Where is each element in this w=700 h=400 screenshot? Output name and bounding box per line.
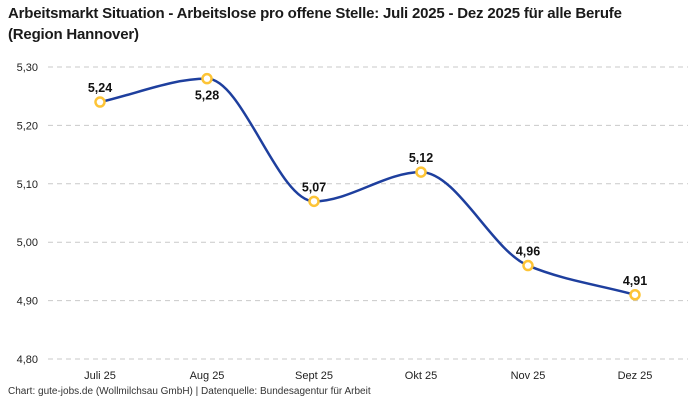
x-axis-tick-label: Okt 25 xyxy=(405,370,437,382)
data-point-label: 4,96 xyxy=(516,245,540,259)
y-axis-tick-label: 5,20 xyxy=(17,120,38,132)
y-axis-tick-label: 5,30 xyxy=(17,62,38,74)
x-axis-tick-label: Nov 25 xyxy=(511,370,546,382)
data-point-marker xyxy=(629,289,641,301)
chart-title: Arbeitsmarkt Situation - Arbeitslose pro… xyxy=(8,5,622,43)
x-axis-tick-label: Aug 25 xyxy=(190,370,225,382)
x-axis-tick-label: Juli 25 xyxy=(84,370,116,382)
y-axis-tick-label: 4,90 xyxy=(17,296,38,308)
chart-source-attribution: Chart: gute-jobs.de (Wollmilchsau GmbH) … xyxy=(8,386,371,397)
data-point-marker xyxy=(415,166,427,178)
x-axis-tick-label: Dez 25 xyxy=(618,370,653,382)
data-point-label: 5,12 xyxy=(409,151,433,165)
data-point-label: 5,24 xyxy=(88,81,112,95)
line-chart-svg: 5,30 5,20 5,10 5,00 4,90 4,80 Juli 25 5,24 Aug 2… xyxy=(17,62,688,382)
x-axis-tick-label: Sept 25 xyxy=(295,370,333,382)
data-point-label: 5,07 xyxy=(302,180,326,194)
y-axis-tick-label: 5,10 xyxy=(17,179,38,191)
data-point-marker xyxy=(94,96,106,108)
data-point-marker xyxy=(308,195,320,208)
y-axis-tick-label: 4,80 xyxy=(17,354,38,366)
data-point-label: 4,91 xyxy=(623,274,647,288)
data-line xyxy=(98,77,637,297)
y-axis-tick-label: 5,00 xyxy=(17,237,38,249)
data-point-label: 5,28 xyxy=(195,89,219,103)
data-point-marker xyxy=(201,72,213,85)
data-point-marker xyxy=(522,259,534,272)
